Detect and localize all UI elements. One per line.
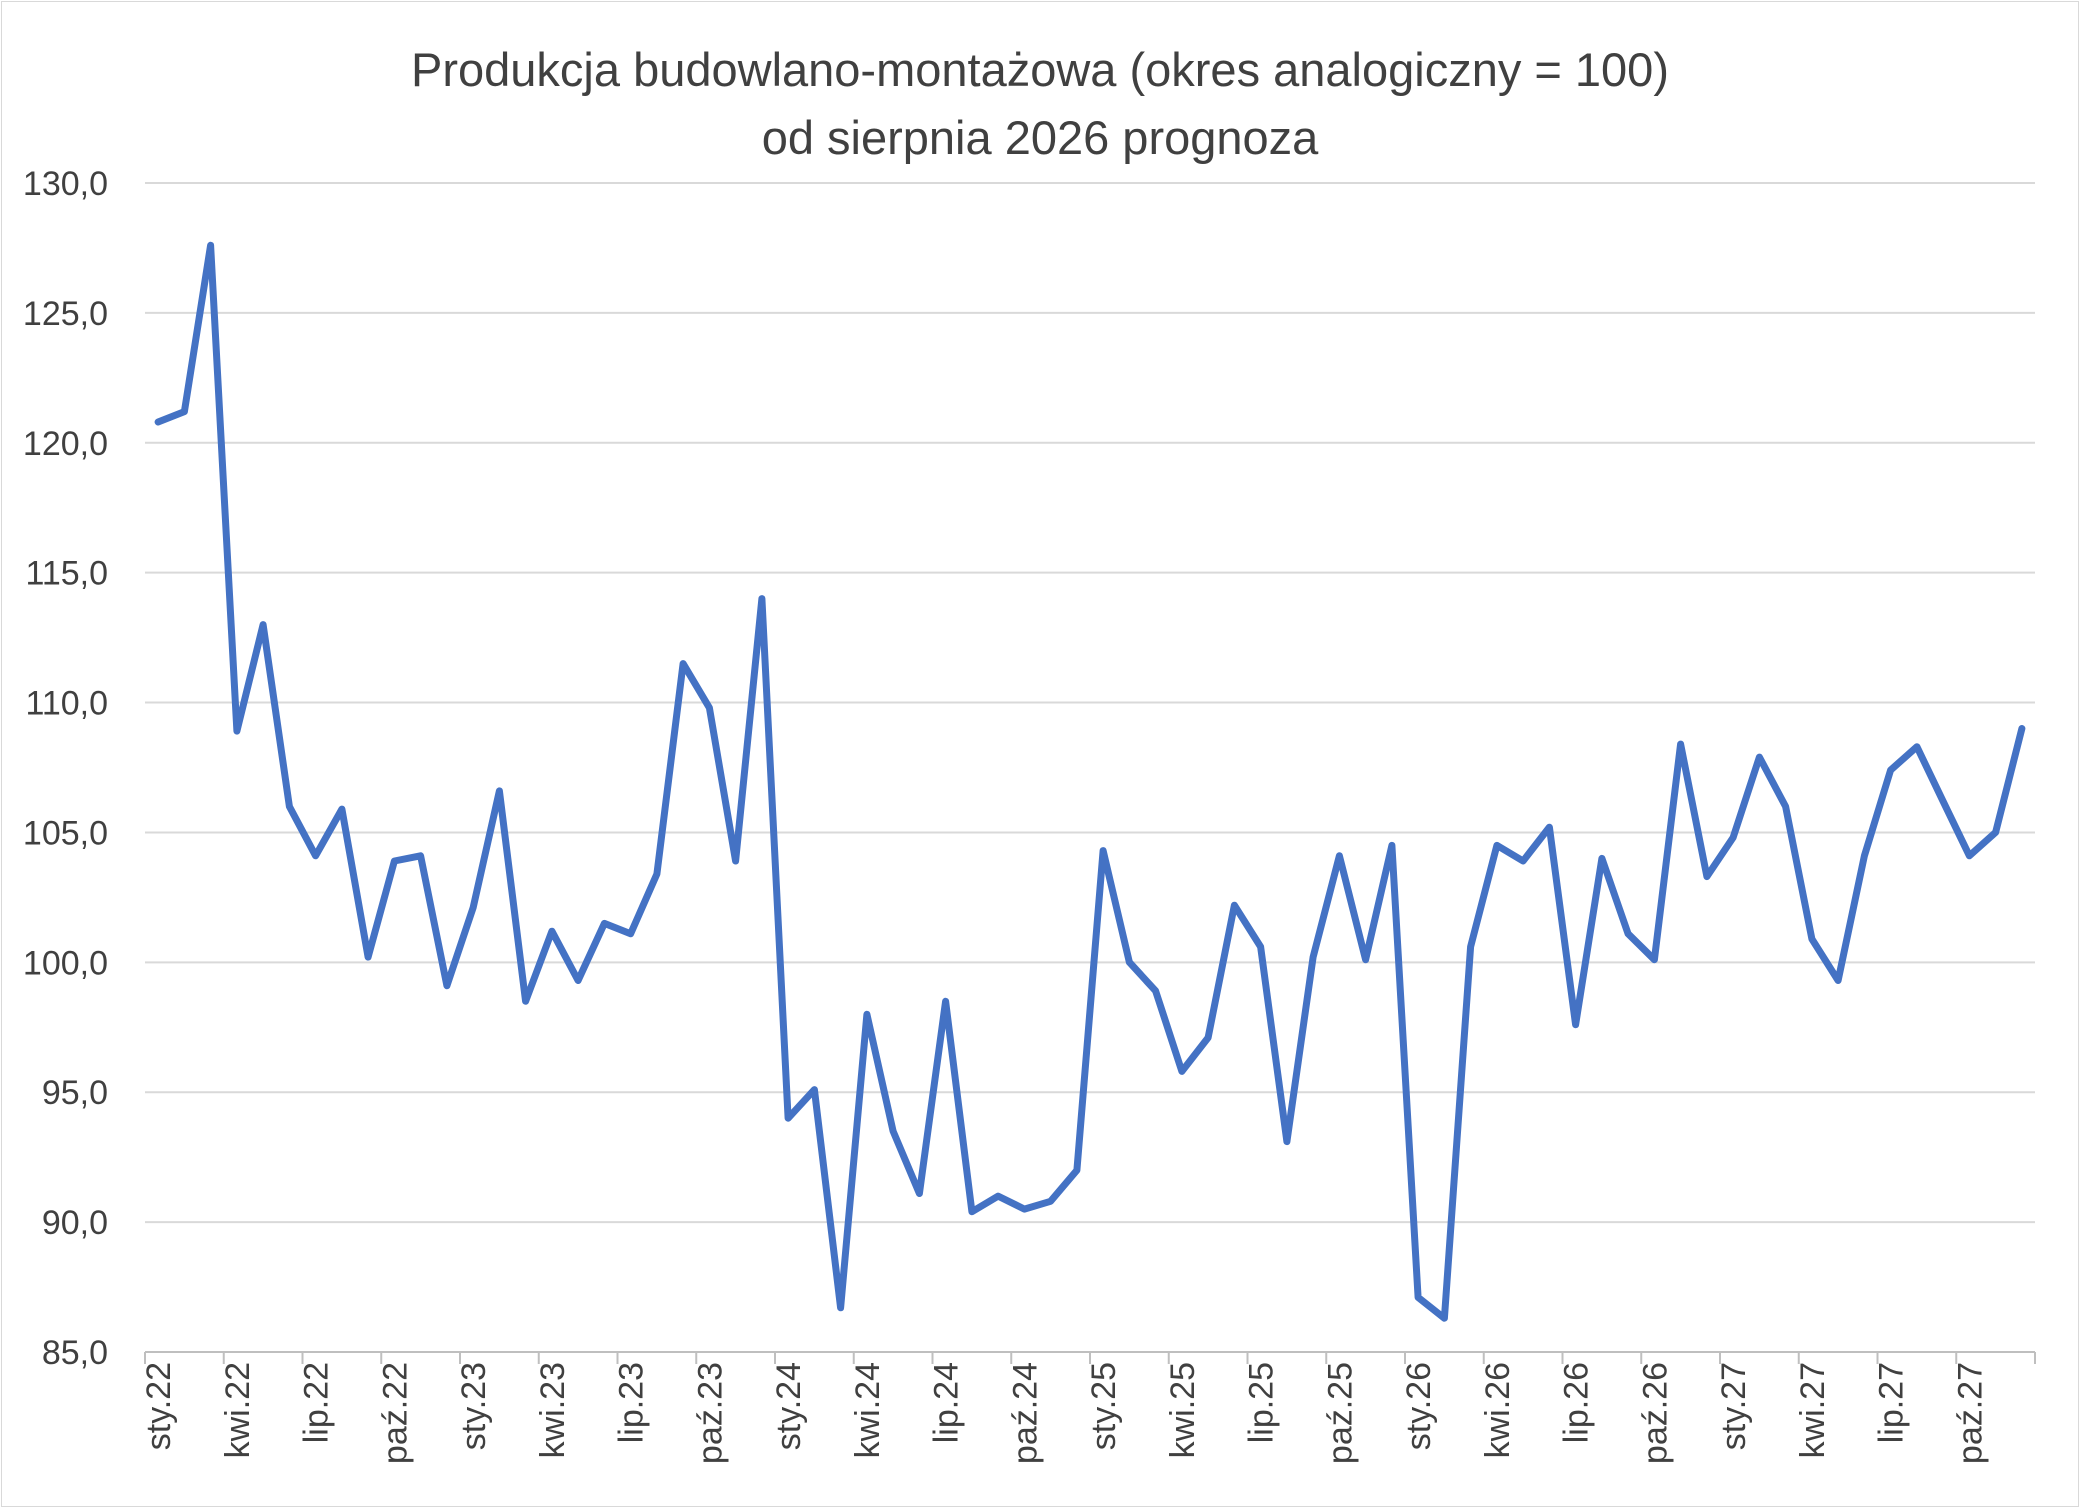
x-tick-label: lip.23: [613, 1362, 651, 1443]
x-tick-label: kwi.27: [1794, 1362, 1832, 1458]
x-tick-label: sty.25: [1085, 1362, 1123, 1450]
y-tick-label: 110,0: [25, 685, 108, 723]
x-tick-label: lip.26: [1558, 1362, 1596, 1443]
x-tick-label: lip.27: [1873, 1362, 1911, 1443]
chart-title: Produkcja budowlano-montażowa (okres ana…: [411, 43, 1669, 96]
gridlines: [145, 182, 2035, 1224]
series-layer: [154, 241, 2026, 1322]
x-tick-label: sty.22: [140, 1362, 178, 1450]
x-tick-label: sty.24: [770, 1362, 808, 1450]
y-axis-tick-labels: 130,0 125,0 120,0 115,0 110,0 105,0 100,0 95,0 9…: [23, 165, 108, 1372]
y-tick-label: 120,0: [23, 425, 108, 463]
y-tick-label: 85,0: [42, 1334, 108, 1372]
y-tick-label: 115,0: [25, 555, 108, 593]
y-tick-label: 95,0: [42, 1074, 108, 1112]
series-line: [154, 241, 2026, 1322]
x-tick-label: kwi.23: [534, 1362, 572, 1458]
x-tick-label: lip.22: [298, 1362, 336, 1443]
x-tick-label: lip.25: [1243, 1362, 1281, 1443]
x-tick-label: sty.23: [455, 1362, 493, 1450]
x-tick-label: paź.27: [1951, 1362, 1989, 1464]
x-tick-label: kwi.25: [1164, 1362, 1202, 1458]
y-tick-label: 125,0: [23, 295, 108, 333]
x-tick-label: paź.24: [1006, 1362, 1044, 1464]
x-tick-label: sty.26: [1400, 1362, 1438, 1450]
x-tick-label: paź.26: [1636, 1362, 1674, 1464]
y-tick-label: 90,0: [42, 1204, 108, 1242]
x-tick-label: sty.27: [1715, 1362, 1753, 1450]
chart-subtitle: od sierpnia 2026 prognoza: [762, 111, 1319, 164]
x-tick-label: paź.23: [691, 1362, 729, 1464]
y-tick-label: 100,0: [23, 944, 108, 982]
x-tick-label: paź.22: [376, 1362, 414, 1464]
x-axis: sty.22 kwi.22 lip.22 paź.22 sty.23 kwi.23 lip.…: [140, 1351, 2036, 1464]
x-tick-label: lip.24: [928, 1362, 966, 1443]
x-tick-label: paź.25: [1321, 1362, 1359, 1464]
x-tick-label: kwi.26: [1479, 1362, 1517, 1458]
y-tick-label: 130,0: [23, 165, 108, 203]
x-tick-label: kwi.24: [849, 1362, 887, 1458]
x-tick-label: kwi.22: [219, 1362, 257, 1458]
y-tick-label: 105,0: [23, 814, 108, 852]
